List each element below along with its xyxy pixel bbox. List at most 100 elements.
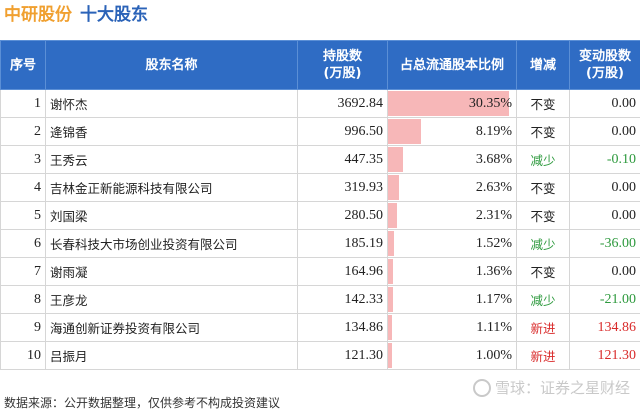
change-shares: -36.00 — [570, 230, 640, 258]
header-change: 增减 — [517, 41, 570, 90]
row-index: 2 — [1, 118, 46, 146]
header-delta-line1: 变动股数 — [570, 48, 640, 65]
shareholder-name: 王彦龙 — [46, 286, 298, 314]
data-source-note: 数据来源：公开数据整理，仅供参考不构成投资建议 — [4, 394, 280, 411]
change-shares: 0.00 — [570, 118, 640, 146]
ratio-value: 1.36% — [476, 264, 512, 279]
shareholder-name: 吕振月 — [46, 342, 298, 370]
ratio-value: 1.00% — [476, 348, 512, 363]
change-status: 新进 — [517, 342, 570, 370]
ratio-bar — [388, 147, 403, 172]
ratio-cell: 3.68% — [388, 146, 517, 174]
shareholder-name: 海通创新证券投资有限公司 — [46, 314, 298, 342]
shareholders-table-container: 序号 股东名称 持股数 (万股) 占总流通股本比例 增减 变动股数 (万股) 1… — [0, 40, 640, 370]
ratio-bar — [388, 119, 421, 144]
top-ten-shareholders-table: 序号 股东名称 持股数 (万股) 占总流通股本比例 增减 变动股数 (万股) 1… — [0, 40, 640, 370]
shareholder-name: 吉林金正新能源科技有限公司 — [46, 174, 298, 202]
holding-shares: 134.86 — [298, 314, 388, 342]
ratio-value: 1.52% — [476, 236, 512, 251]
change-shares: 0.00 — [570, 174, 640, 202]
header-name: 股东名称 — [46, 41, 298, 90]
change-status: 减少 — [517, 146, 570, 174]
shareholder-name: 王秀云 — [46, 146, 298, 174]
ratio-bar — [388, 343, 392, 368]
ratio-value: 3.68% — [476, 152, 512, 167]
row-index: 10 — [1, 342, 46, 370]
holding-shares: 142.33 — [298, 286, 388, 314]
ratio-bar — [388, 231, 394, 256]
header-delta: 变动股数 (万股) — [570, 41, 640, 90]
holding-shares: 185.19 — [298, 230, 388, 258]
row-index: 7 — [1, 258, 46, 286]
ratio-bar — [388, 315, 392, 340]
page-title: 中研股份十大股东 — [4, 4, 148, 26]
holding-shares: 280.50 — [298, 202, 388, 230]
header-delta-line2: (万股) — [570, 65, 640, 82]
change-status: 不变 — [517, 258, 570, 286]
header-holding: 持股数 (万股) — [298, 41, 388, 90]
change-status: 不变 — [517, 174, 570, 202]
change-status: 减少 — [517, 286, 570, 314]
snowball-logo-icon — [473, 379, 491, 397]
ratio-value: 1.17% — [476, 292, 512, 307]
change-status: 不变 — [517, 118, 570, 146]
ratio-cell: 30.35% — [388, 90, 517, 118]
holding-shares: 447.35 — [298, 146, 388, 174]
change-shares: 0.00 — [570, 258, 640, 286]
change-shares: -21.00 — [570, 286, 640, 314]
ratio-bar — [388, 259, 393, 284]
ratio-cell: 1.36% — [388, 258, 517, 286]
holding-shares: 319.93 — [298, 174, 388, 202]
change-shares: 121.30 — [570, 342, 640, 370]
ratio-cell: 1.17% — [388, 286, 517, 314]
ratio-bar — [388, 203, 397, 228]
row-index: 6 — [1, 230, 46, 258]
ratio-value: 8.19% — [476, 124, 512, 139]
ratio-value: 2.63% — [476, 180, 512, 195]
change-shares: -0.10 — [570, 146, 640, 174]
change-status: 新进 — [517, 314, 570, 342]
shareholder-name: 刘国梁 — [46, 202, 298, 230]
row-index: 8 — [1, 286, 46, 314]
header-index: 序号 — [1, 41, 46, 90]
company-name: 中研股份 — [4, 5, 72, 25]
ratio-cell: 2.63% — [388, 174, 517, 202]
ratio-bar — [388, 287, 393, 312]
shareholder-name: 谢怀杰 — [46, 90, 298, 118]
ratio-bar — [388, 175, 399, 200]
ratio-value: 2.31% — [476, 208, 512, 223]
row-index: 4 — [1, 174, 46, 202]
row-index: 5 — [1, 202, 46, 230]
row-index: 3 — [1, 146, 46, 174]
table-header: 序号 股东名称 持股数 (万股) 占总流通股本比例 增减 变动股数 (万股) — [1, 41, 640, 90]
shareholder-name: 逄锦香 — [46, 118, 298, 146]
change-status: 减少 — [517, 230, 570, 258]
change-shares: 0.00 — [570, 202, 640, 230]
ratio-cell: 8.19% — [388, 118, 517, 146]
row-index: 1 — [1, 90, 46, 118]
header-holding-line2: (万股) — [298, 65, 387, 82]
change-shares: 0.00 — [570, 90, 640, 118]
brand-watermark-text: 雪球：证券之星财经 — [495, 377, 630, 398]
header-holding-line1: 持股数 — [298, 48, 387, 65]
holding-shares: 164.96 — [298, 258, 388, 286]
holding-shares: 3692.84 — [298, 90, 388, 118]
ratio-cell: 2.31% — [388, 202, 517, 230]
brand-watermark: 雪球：证券之星财经 — [473, 377, 630, 398]
holding-shares: 996.50 — [298, 118, 388, 146]
change-shares: 134.86 — [570, 314, 640, 342]
holding-shares: 121.30 — [298, 342, 388, 370]
change-status: 不变 — [517, 90, 570, 118]
header-ratio: 占总流通股本比例 — [388, 41, 517, 90]
ratio-cell: 1.52% — [388, 230, 517, 258]
change-status: 不变 — [517, 202, 570, 230]
